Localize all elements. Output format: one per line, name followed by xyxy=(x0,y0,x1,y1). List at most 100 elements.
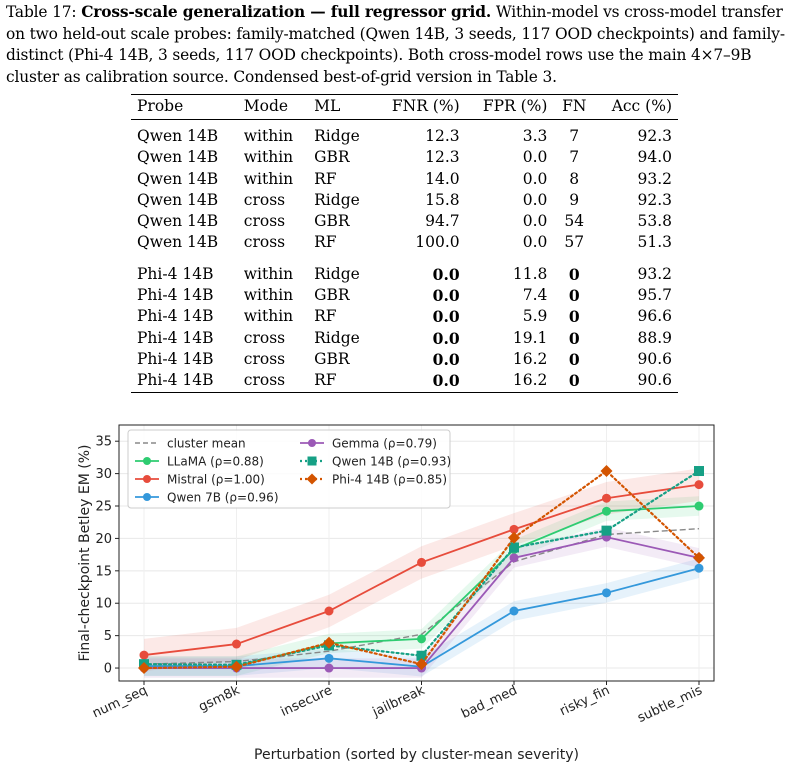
cell-fpr: 5.9 xyxy=(522,307,548,326)
x-tick-label: risky_fin xyxy=(557,683,612,719)
x-tick-label: jailbreak xyxy=(370,683,428,721)
legend-marker xyxy=(307,456,317,466)
table-row: Phi-4 14B within Ridge 0.0 11.8 0 93.2 xyxy=(131,258,678,285)
cell-fn: 0 xyxy=(568,286,580,306)
legend-frame xyxy=(127,429,451,509)
cell-acc: 90.6 xyxy=(637,349,672,368)
cell-fn: 7 xyxy=(569,127,580,145)
cell-mode: cross xyxy=(243,190,286,209)
cell-fn: 0 xyxy=(568,328,580,348)
data-point xyxy=(508,531,520,544)
caption-title: Cross-scale generalization — full regres… xyxy=(81,3,492,21)
legend-label: Qwen 14B (ρ=0.93) xyxy=(332,455,451,469)
cell-ml: RF xyxy=(314,371,337,390)
plot-frame xyxy=(118,424,715,682)
cell-ml: Ridge xyxy=(314,190,360,209)
data-point xyxy=(232,639,241,649)
cell-ml: Ridge xyxy=(314,328,360,347)
cell-fpr: 0.0 xyxy=(522,148,548,167)
cell-mode: within xyxy=(243,307,294,326)
cell-ml: GBR xyxy=(314,212,350,231)
series-band xyxy=(144,468,699,672)
data-point xyxy=(509,542,519,553)
header-probe: Probe xyxy=(137,97,184,115)
cell-probe: Qwen 14B xyxy=(137,127,219,145)
cell-acc: 53.8 xyxy=(637,212,672,231)
cell-acc: 90.6 xyxy=(637,371,672,390)
legend-marker xyxy=(143,493,151,501)
cell-ml: GBR xyxy=(314,286,350,305)
cell-probe: Qwen 14B xyxy=(137,169,219,188)
y-axis-label: Final-checkpoint Betley EM (%) xyxy=(77,444,93,661)
cell-acc: 92.3 xyxy=(637,127,672,145)
header-fnr: FNR (%) xyxy=(391,97,460,115)
cell-mode: cross xyxy=(243,371,286,390)
y-tick-label: 15 xyxy=(95,564,112,579)
legend-label: Qwen 7B (ρ=0.96) xyxy=(167,491,279,505)
table-row: Qwen 14B within GBR 12.3 0.0 7 94.0 xyxy=(131,147,678,168)
data-point xyxy=(139,650,149,660)
cell-acc: 93.2 xyxy=(637,169,672,188)
cell-mode: within xyxy=(243,286,294,305)
cell-acc: 96.6 xyxy=(637,307,672,326)
x-axis-label: Perturbation (sorted by cluster-mean sev… xyxy=(254,747,579,763)
cell-mode: cross xyxy=(243,349,286,368)
cell-acc: 88.9 xyxy=(637,328,672,347)
header-ml: ML xyxy=(314,97,341,115)
cell-fnr: 100.0 xyxy=(415,233,460,252)
legend-marker xyxy=(143,457,151,465)
cell-fnr: 14.0 xyxy=(425,169,460,188)
x-tick-label: insecure xyxy=(278,683,334,720)
data-point xyxy=(417,557,426,567)
table-row: Phi-4 14B cross GBR 0.0 16.2 0 90.6 xyxy=(131,349,678,370)
header-acc: Acc (%) xyxy=(611,97,672,115)
cell-fpr: 0.0 xyxy=(522,190,548,209)
cell-fpr: 16.2 xyxy=(512,371,548,390)
cell-ml: GBR xyxy=(314,349,350,368)
y-tick-label: 35 xyxy=(95,435,112,450)
table-row: Phi-4 14B within RF 0.0 5.9 0 96.6 xyxy=(131,306,678,327)
chart-legend: cluster mean LLaMA (ρ=0.88) Mistral (ρ=1.0… xyxy=(127,429,451,509)
cell-fn: 0 xyxy=(568,371,580,391)
caption-text: Within-model vs cross-model transfer on … xyxy=(6,3,785,86)
table-header-row: Probe Mode ML FNR (%) FPR (%) FN Acc (%) xyxy=(131,94,678,120)
cell-probe: Qwen 14B xyxy=(137,212,219,231)
y-tick-label: 20 xyxy=(95,532,112,547)
y-tick-label: 25 xyxy=(95,500,112,515)
cell-probe: Qwen 14B xyxy=(137,148,219,167)
cell-probe: Phi-4 14B xyxy=(137,264,214,283)
cell-mode: cross xyxy=(243,233,286,252)
cell-fnr: 15.8 xyxy=(425,190,460,209)
data-point xyxy=(138,662,150,675)
data-point xyxy=(416,650,427,661)
legend-label: Mistral (ρ=1.00) xyxy=(167,473,265,487)
cell-fnr: 94.7 xyxy=(425,212,460,231)
x-tick-label: gsm8k xyxy=(196,683,242,715)
x-tick-label: subtle_mis xyxy=(635,683,705,726)
cell-fpr: 19.1 xyxy=(512,328,548,347)
data-point xyxy=(324,606,334,616)
legend-label: Gemma (ρ=0.79) xyxy=(332,437,437,451)
data-point xyxy=(324,653,334,663)
legend-marker xyxy=(143,475,151,483)
data-point xyxy=(324,663,334,673)
cell-acc: 51.3 xyxy=(637,233,672,252)
header-fn: FN xyxy=(562,97,587,115)
data-point xyxy=(600,465,613,478)
cell-probe: Phi-4 14B xyxy=(137,286,214,305)
cell-fn: 7 xyxy=(569,148,580,167)
data-point xyxy=(601,525,612,536)
cell-fpr: 7.4 xyxy=(522,286,548,305)
cell-ml: RF xyxy=(314,233,337,252)
cell-fnr: 0.0 xyxy=(432,307,460,327)
y-tick-label: 10 xyxy=(95,597,112,612)
legend-label: cluster mean xyxy=(167,437,246,451)
header-mode: Mode xyxy=(243,97,289,115)
cell-fnr: 0.0 xyxy=(432,349,460,369)
data-point xyxy=(415,658,428,671)
cell-mode: within xyxy=(243,169,294,188)
legend-label: LLaMA (ρ=0.88) xyxy=(167,455,264,469)
table-row: Phi-4 14B within GBR 0.0 7.4 0 95.7 xyxy=(131,285,678,306)
cell-ml: RF xyxy=(314,169,337,188)
cell-fn: 0 xyxy=(568,349,580,369)
